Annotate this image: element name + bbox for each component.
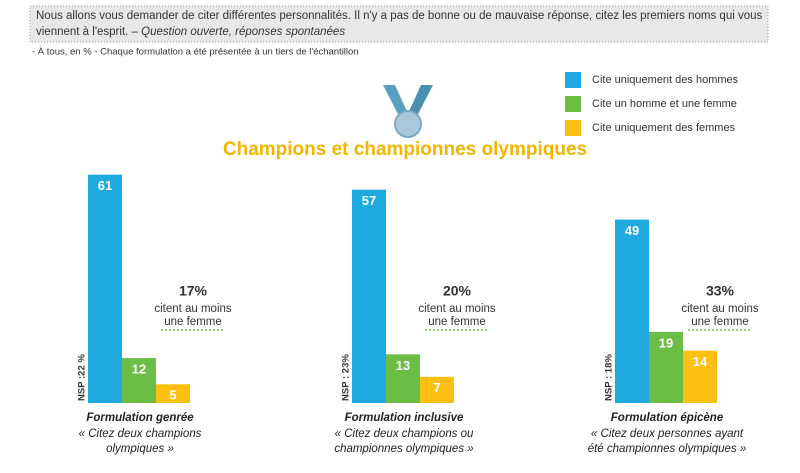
legend-swatch: [565, 120, 581, 136]
value-label: 57: [362, 193, 376, 208]
summary-text: une femme: [428, 316, 486, 328]
summary-text: citent au moins: [681, 303, 759, 315]
value-label: 13: [396, 358, 410, 373]
value-label: 14: [693, 354, 708, 369]
header-question: Nous allons vous demander de citer diffé…: [36, 10, 763, 22]
bar: [156, 384, 190, 403]
summary-text: citent au moins: [418, 303, 496, 315]
legend-swatch: [565, 72, 581, 88]
nsp-label: NSP : 18%: [604, 354, 615, 401]
bar: [420, 376, 454, 403]
value-label: 5: [169, 388, 176, 403]
legend-label: Cite un homme et une femme: [592, 98, 737, 110]
legend-swatch: [565, 96, 581, 112]
header-note: - À tous, en % - Chaque formulation a ét…: [32, 47, 359, 58]
legend-label: Cite uniquement des femmes: [592, 122, 736, 134]
bar: [88, 174, 122, 403]
nsp-label: NSP : 23%: [341, 354, 352, 401]
header-question: viennent à l'esprit. – Question ouverte,…: [36, 26, 345, 38]
summary-value: 17%: [179, 283, 208, 299]
category-note: « Citez deux champions: [79, 428, 202, 440]
summary-text: citent au moins: [154, 303, 232, 315]
bar: [122, 358, 156, 403]
category-note: championnes olympiques »: [334, 443, 473, 455]
bar: [615, 219, 649, 403]
category-note: été championnes olympiques »: [588, 443, 747, 455]
bar: [683, 350, 717, 403]
category-note: « Citez deux champions ou: [335, 428, 474, 440]
value-label: 61: [98, 178, 112, 193]
chart-title: Champions et championnes olympiques: [223, 139, 587, 160]
value-label: 12: [132, 362, 146, 377]
value-label: 19: [659, 335, 673, 350]
header-italic: Question ouverte, réponses spontanées: [141, 26, 345, 38]
bar: [649, 331, 683, 403]
value-label: 7: [433, 380, 440, 395]
legend-label: Cite uniquement des hommes: [592, 74, 739, 86]
category-label: Formulation genrée: [86, 412, 194, 424]
category-note: « Citez deux personnes ayant: [591, 428, 744, 440]
header-question-line: viennent à l'esprit. –: [36, 26, 139, 38]
header-box: [29, 5, 769, 43]
summary-text: une femme: [164, 316, 222, 328]
nsp-label: NSP :22 %: [77, 354, 88, 401]
value-label: 49: [625, 223, 639, 238]
category-note: olympiques »: [106, 443, 174, 455]
summary-value: 20%: [443, 283, 472, 299]
medal-icon: [383, 85, 433, 138]
bar: [352, 189, 386, 403]
bar: [386, 354, 420, 403]
category-label: Formulation inclusive: [345, 412, 464, 424]
summary-text: une femme: [691, 316, 749, 328]
category-label: Formulation épicène: [611, 412, 724, 424]
summary-value: 33%: [706, 283, 735, 299]
